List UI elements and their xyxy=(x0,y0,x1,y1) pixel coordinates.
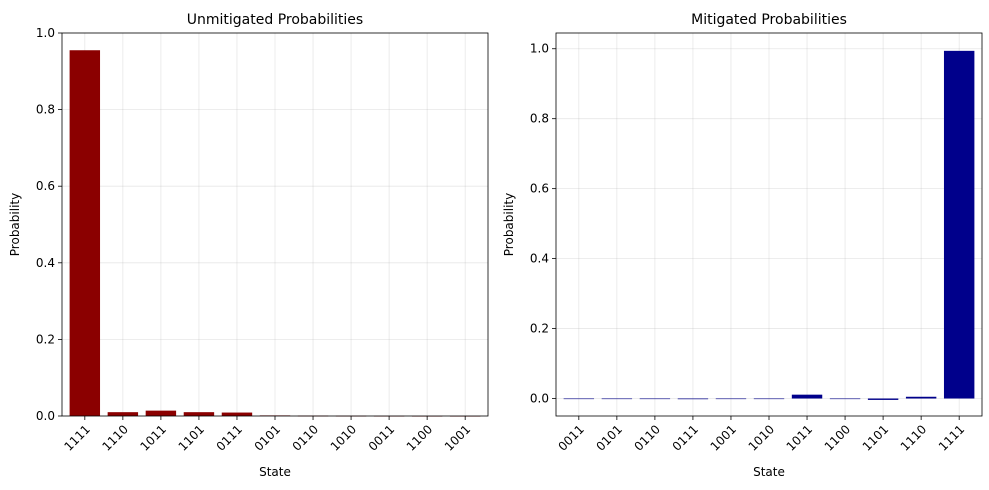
y-axis-label: Probability xyxy=(502,193,516,256)
y-tick-label: 0.0 xyxy=(36,409,55,423)
x-axis-label: State xyxy=(259,465,291,479)
bar-1010 xyxy=(753,398,785,400)
bar-1111 xyxy=(943,50,975,399)
y-tick-label: 0.8 xyxy=(530,112,549,126)
bar-1110 xyxy=(905,396,937,399)
bar-1001 xyxy=(715,398,747,400)
bar-1101 xyxy=(183,412,215,416)
y-tick-label: 1.0 xyxy=(36,26,55,40)
y-tick-label: 0.4 xyxy=(530,252,549,266)
bar-1101 xyxy=(867,398,899,400)
axes-frame xyxy=(61,32,489,417)
y-axis-label: Probability xyxy=(8,193,22,256)
y-tick-label: 0.2 xyxy=(530,322,549,336)
y-tick-label: 0.0 xyxy=(530,392,549,406)
bar-1111 xyxy=(69,50,101,417)
chart-title: Mitigated Probabilities xyxy=(691,12,847,28)
bar-0011 xyxy=(563,398,595,400)
x-axis-label: State xyxy=(753,465,785,479)
y-tick-label: 0.6 xyxy=(36,179,55,193)
bar-0111 xyxy=(677,398,709,400)
axes-frame xyxy=(555,32,983,417)
bar-1011 xyxy=(145,410,177,416)
bar-1100 xyxy=(829,398,861,400)
bar-0111 xyxy=(221,412,253,416)
y-tick-label: 0.8 xyxy=(36,103,55,117)
y-tick-label: 0.4 xyxy=(36,256,55,270)
y-tick-label: 0.6 xyxy=(530,182,549,196)
bar-0101 xyxy=(601,398,633,400)
y-tick-label: 1.0 xyxy=(530,42,549,56)
chart-title: Unmitigated Probabilities xyxy=(187,12,363,28)
bar-0110 xyxy=(639,398,671,400)
bar-1011 xyxy=(791,394,823,399)
bar-1110 xyxy=(107,412,139,416)
y-tick-label: 0.2 xyxy=(36,332,55,346)
